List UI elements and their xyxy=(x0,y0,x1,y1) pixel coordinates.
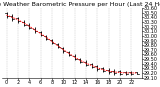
Title: Milwaukee Weather Barometric Pressure per Hour (Last 24 Hours): Milwaukee Weather Barometric Pressure pe… xyxy=(0,2,160,7)
